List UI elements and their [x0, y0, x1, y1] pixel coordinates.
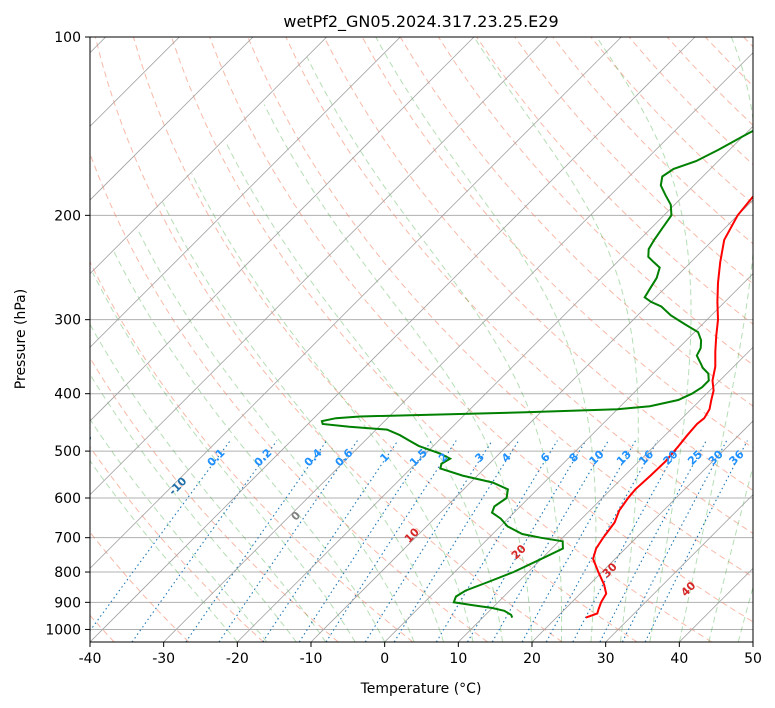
- isotherm-line: [531, 420, 753, 642]
- mixing-ratio-line: [364, 440, 493, 642]
- y-tick-label: 400: [54, 387, 81, 403]
- x-tick-label: 10: [449, 651, 467, 667]
- isotherm-line: [90, 37, 254, 201]
- mixing-ratio-line: [131, 440, 278, 642]
- mixing-ratio-line: [599, 440, 707, 642]
- isotherm-line: [90, 37, 401, 348]
- moist-adiabat-line: [162, 201, 445, 642]
- dry-adiabat-line: [285, 37, 753, 535]
- moist-adiabat-line: [708, 464, 753, 642]
- x-tick-label: 40: [670, 651, 688, 667]
- isotherm-line: [90, 37, 696, 642]
- plot-area: -100-90-80-70-60-50-40-30-20-100.10.20.4…: [90, 37, 753, 642]
- y-tick-label: 300: [54, 313, 81, 329]
- x-tick-label: -10: [300, 651, 323, 667]
- y-tick-label: 700: [54, 531, 81, 547]
- x-tick-label: 50: [744, 651, 762, 667]
- dry-adiabat-line: [171, 37, 712, 642]
- mixing-ratio-line: [185, 440, 328, 642]
- x-tick-label: -20: [226, 651, 249, 667]
- x-axis-ticks: -40 -30 -20 -10 0 10 20 30 40 50: [79, 642, 762, 667]
- moist-adiabat-line: [92, 272, 356, 642]
- dry-adiabat-line: [514, 37, 753, 285]
- mixing-ratio-line: [435, 440, 558, 642]
- dry-adiabat-line: [247, 37, 753, 578]
- dewpoint-profile-line: [320, 129, 753, 618]
- mixing-ratio-line: [467, 440, 587, 642]
- sounding-profiles: [320, 129, 753, 619]
- x-axis-title: Temperature (°C): [360, 681, 482, 697]
- x-tick-label: 20: [523, 651, 541, 667]
- y-tick-label: 500: [54, 444, 81, 460]
- moist-adiabat-line: [90, 459, 238, 642]
- moist-adiabat-line: [737, 585, 753, 642]
- isotherm-line: [90, 37, 475, 422]
- mixing-ratio-line: [491, 440, 609, 642]
- dry-adiabat-line: [132, 37, 638, 642]
- mixing-ratio-line: [644, 440, 748, 642]
- moist-adiabat-line: [113, 251, 386, 642]
- mixing-ratio-line: [572, 440, 683, 642]
- y-axis-title: Pressure (hPa): [13, 289, 29, 389]
- dry-adiabat-line: [476, 37, 753, 325]
- dry-adiabat-line: [94, 37, 563, 642]
- y-tick-label: 200: [54, 208, 81, 224]
- x-tick-label: -30: [152, 651, 175, 667]
- temperature-profile-line: [585, 194, 753, 619]
- isotherm-line: [90, 37, 327, 275]
- dry-adiabat-line: [323, 37, 753, 491]
- chart-title: wetPf2_GN05.2024.317.23.25.E29: [283, 12, 558, 32]
- y-tick-label: 1000: [45, 622, 81, 638]
- y-tick-label: 800: [54, 565, 81, 581]
- mixing-ratio-line: [298, 440, 432, 642]
- moist-adiabat-line: [306, 56, 563, 642]
- isotherm-line: [90, 37, 548, 496]
- isotherm-line: [163, 52, 753, 642]
- y-tick-label: 600: [54, 491, 81, 507]
- mixing-ratio-line: [393, 440, 520, 642]
- dry-adiabat-line: [90, 260, 414, 642]
- mixing-ratio-lines: [90, 440, 748, 642]
- isotherm-line: [90, 37, 622, 569]
- isotherm-line: [384, 273, 753, 642]
- isotherm-line: [310, 199, 753, 642]
- moist-adiabat-line: [224, 141, 503, 642]
- x-tick-label: 30: [597, 651, 615, 667]
- moist-adiabat-line: [90, 418, 268, 642]
- dry-adiabat-line: [90, 446, 264, 642]
- isotherm-line: [605, 494, 753, 642]
- y-tick-label: 900: [54, 595, 81, 611]
- mixing-ratio-line: [521, 440, 637, 642]
- plot-frame: [89, 36, 754, 643]
- x-tick-label: -40: [79, 651, 102, 667]
- moist-adiabat-line: [375, 37, 597, 642]
- moist-adiabat-line: [473, 37, 639, 642]
- y-tick-label: 100: [54, 30, 81, 46]
- x-tick-label: 0: [380, 651, 389, 667]
- y-axis-ticks: 100 200 300 400 500 600 700 800 900 1000: [45, 30, 90, 638]
- moist-adiabat-line: [678, 37, 753, 642]
- mixing-ratio-line: [621, 440, 728, 642]
- isobar-gridlines: [90, 37, 753, 630]
- moist-adiabat-line: [136, 227, 415, 642]
- mixing-ratio-line: [545, 440, 659, 642]
- moist-adiabat-line: [90, 323, 327, 642]
- moist-adiabat-line: [596, 37, 692, 642]
- dry-adiabat-line: [209, 37, 753, 623]
